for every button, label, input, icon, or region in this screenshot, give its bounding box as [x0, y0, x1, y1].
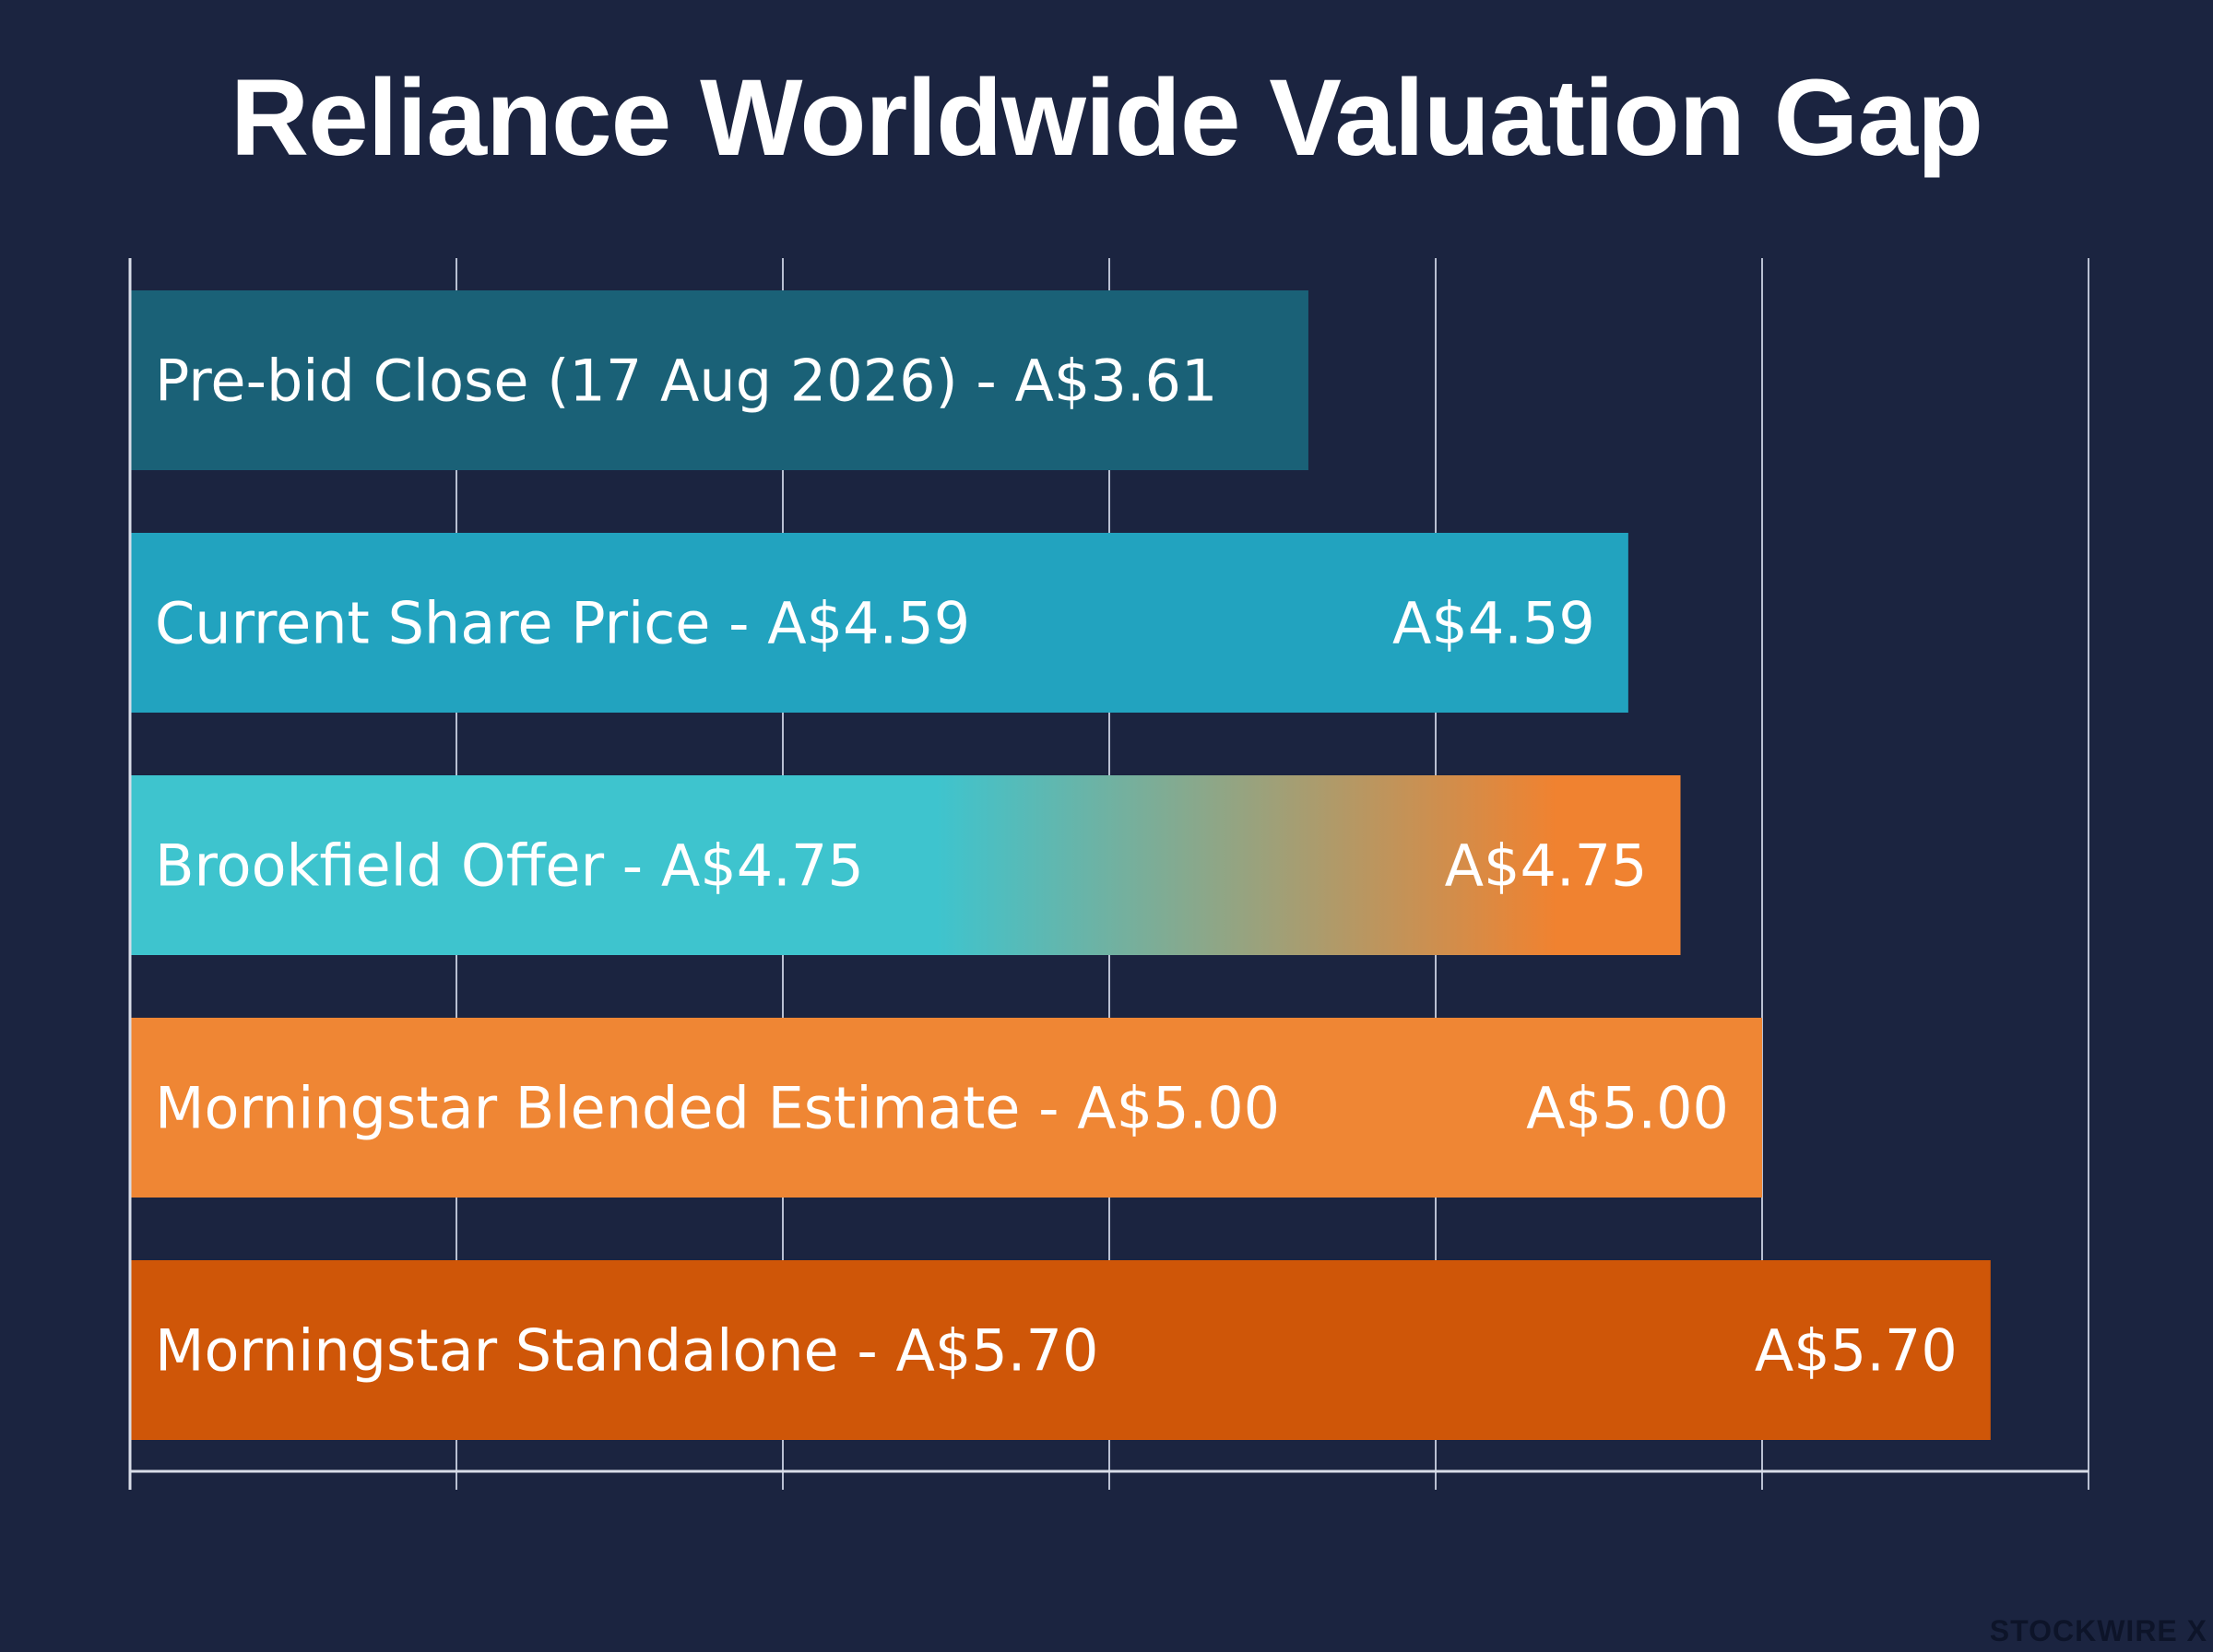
bar-label: Morningstar Blended Estimate - A$5.00	[155, 1075, 1280, 1142]
bar	[130, 1260, 1991, 1440]
watermark-logo: STOCKWIRE X	[1989, 1614, 2207, 1647]
bar-label: Brookfield Offer - A$4.75	[155, 832, 864, 900]
chart-title: Reliance Worldwide Valuation Gap	[230, 57, 1983, 179]
bar	[130, 290, 1308, 470]
bars: Pre-bid Close (17 Aug 2026) - A$3.61 Curr…	[130, 290, 1991, 1440]
data-label: A$4.75	[1445, 832, 1648, 900]
bar	[130, 533, 1628, 713]
bar-label: Morningstar Standalone - A$5.70	[155, 1317, 1098, 1385]
bar-label: Current Share Price - A$4.59	[155, 590, 970, 657]
data-label: A$5.00	[1526, 1075, 1729, 1142]
data-label: A$5.70	[1755, 1317, 1958, 1385]
bar-label: Pre-bid Close (17 Aug 2026) - A$3.61	[155, 348, 1217, 415]
x-axis	[128, 258, 2089, 1490]
bar	[130, 775, 1681, 955]
data-label: A$4.59	[1392, 590, 1595, 657]
bar	[130, 1018, 1762, 1198]
